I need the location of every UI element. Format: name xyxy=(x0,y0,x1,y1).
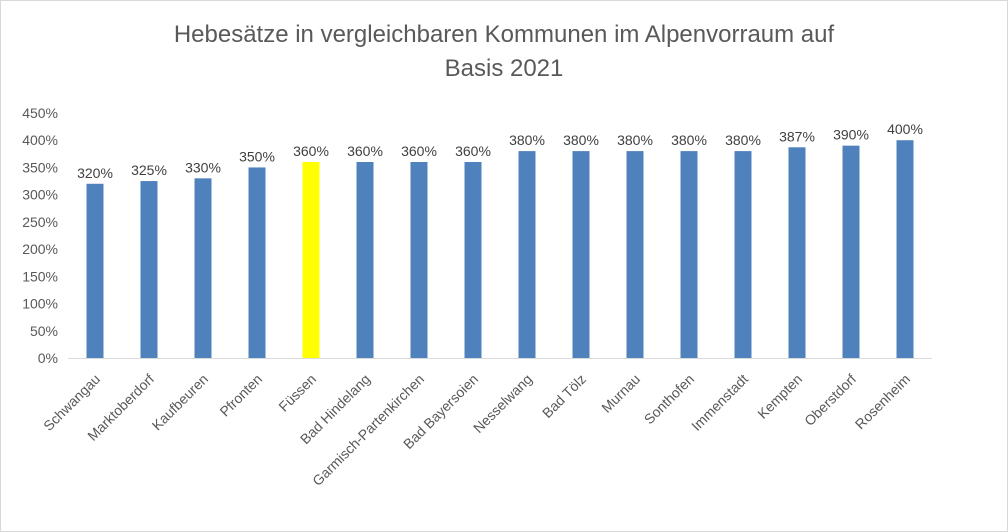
chart-title: Hebesätze in vergleichbaren Kommunen im … xyxy=(0,18,1008,86)
data-label: 350% xyxy=(239,148,275,164)
bar xyxy=(842,145,860,358)
bar xyxy=(734,151,752,358)
data-label: 330% xyxy=(185,159,221,175)
bar xyxy=(194,178,212,358)
y-tick-label: 400% xyxy=(22,132,58,148)
bar xyxy=(788,147,806,358)
data-label: 380% xyxy=(563,132,599,148)
data-label: 387% xyxy=(779,128,815,144)
data-label: 400% xyxy=(887,121,923,137)
bar xyxy=(356,162,374,358)
bar xyxy=(626,151,644,358)
category-label: Rosenheim xyxy=(852,371,913,432)
category-label: Murnau xyxy=(598,371,643,416)
y-tick-label: 300% xyxy=(22,187,58,203)
bar xyxy=(896,140,914,358)
bar xyxy=(680,151,698,358)
category-label: Bad Tölz xyxy=(539,371,589,421)
chart-title-line-1: Hebesätze in vergleichbaren Kommunen im … xyxy=(173,21,835,48)
data-label: 390% xyxy=(833,127,869,143)
bar xyxy=(140,181,158,358)
bar xyxy=(410,162,428,358)
data-label: 380% xyxy=(509,132,545,148)
bar xyxy=(302,162,320,358)
y-tick-label: 200% xyxy=(22,241,58,257)
category-label: Oberstdorf xyxy=(801,371,859,429)
data-label: 360% xyxy=(455,143,491,159)
category-label: Füssen xyxy=(275,371,319,415)
y-tick-label: 50% xyxy=(30,323,58,339)
bar xyxy=(464,162,482,358)
y-tick-label: 450% xyxy=(22,105,58,121)
data-label: 360% xyxy=(401,143,437,159)
data-label: 360% xyxy=(347,143,383,159)
data-label: 325% xyxy=(131,162,167,178)
data-label: 380% xyxy=(671,132,707,148)
y-tick-label: 0% xyxy=(38,350,58,366)
category-label: Sonthofen xyxy=(641,371,697,427)
y-tick-label: 350% xyxy=(22,159,58,175)
data-label: 360% xyxy=(293,143,329,159)
y-tick-label: 250% xyxy=(22,214,58,230)
category-label: Kempten xyxy=(754,371,805,422)
chart-title-line-2: Basis 2021 xyxy=(444,55,564,82)
category-label: Kaufbeuren xyxy=(149,371,212,434)
data-label: 320% xyxy=(77,165,113,181)
category-label: Immenstadt xyxy=(688,371,751,434)
bar xyxy=(86,183,104,358)
data-label: 380% xyxy=(725,132,761,148)
data-label: 380% xyxy=(617,132,653,148)
y-tick-label: 100% xyxy=(22,296,58,312)
category-label: Nesselwang xyxy=(470,371,535,436)
bar xyxy=(248,167,266,358)
bar xyxy=(572,151,590,358)
category-label: Pfronten xyxy=(216,371,265,420)
bar xyxy=(518,151,536,358)
y-tick-label: 150% xyxy=(22,268,58,284)
